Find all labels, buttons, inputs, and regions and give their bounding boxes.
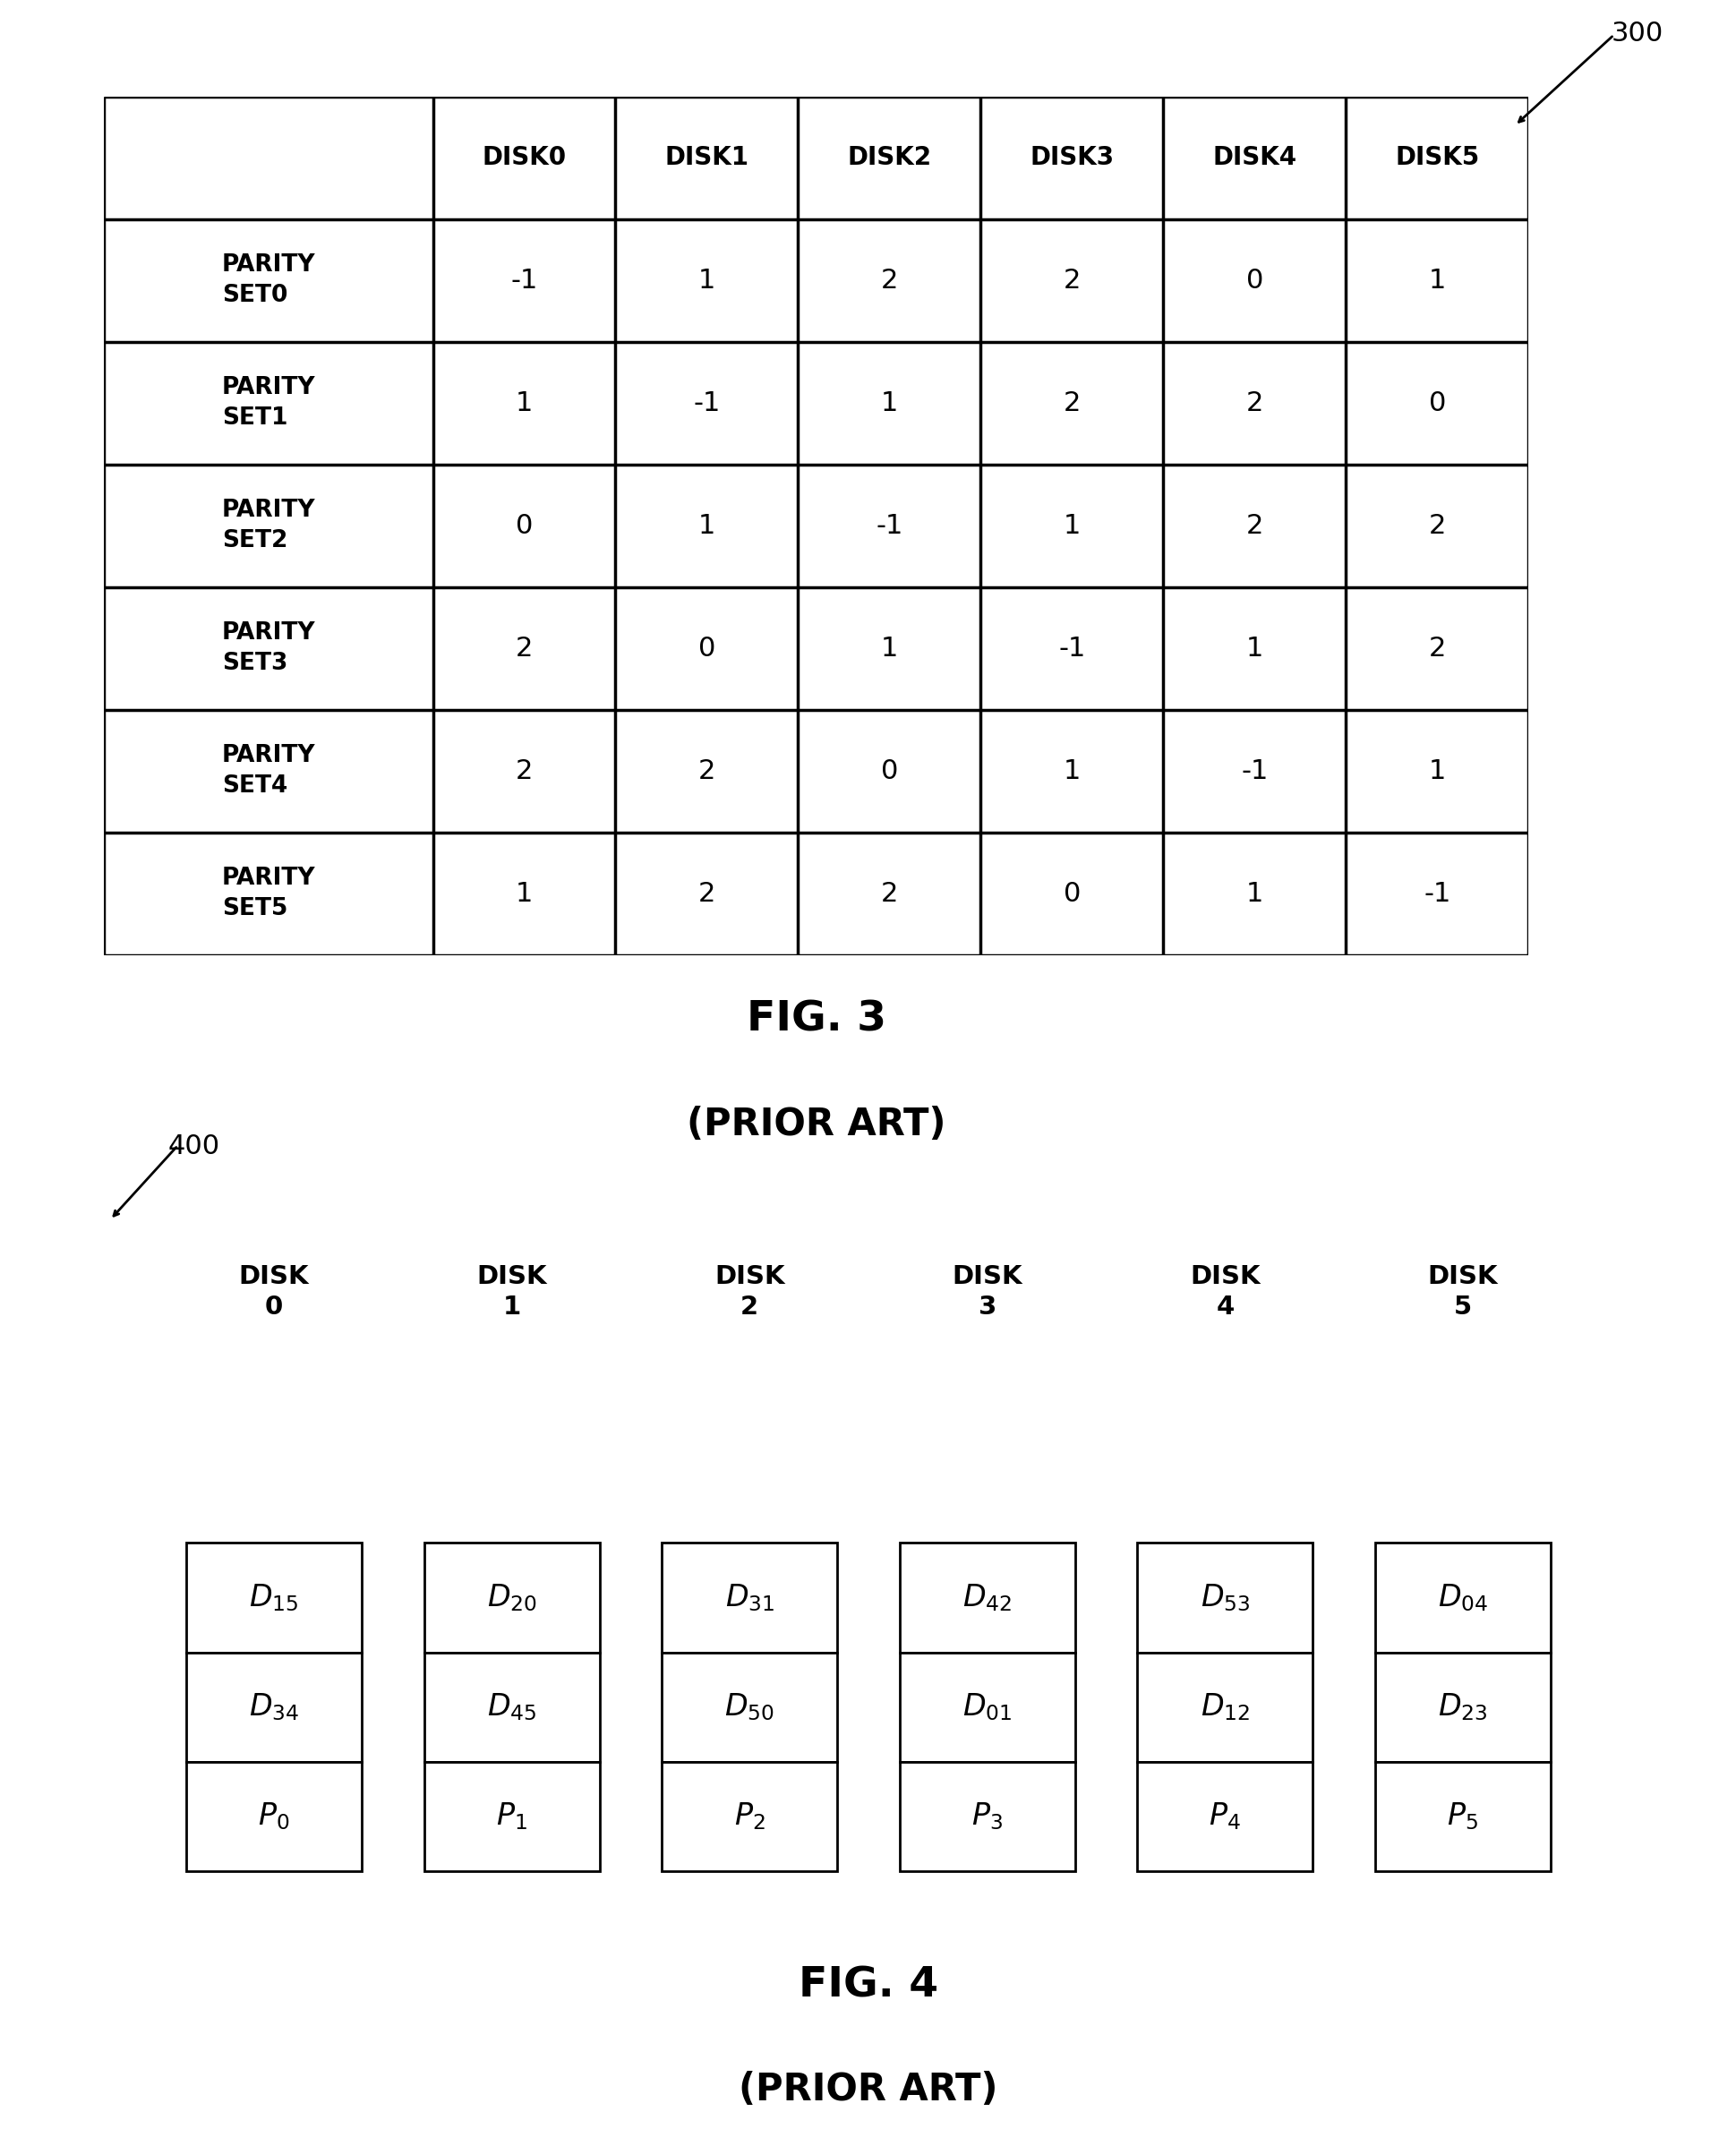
Text: 1: 1 (880, 391, 898, 416)
Text: PARITY
SET3: PARITY SET3 (222, 622, 316, 676)
Text: $D_{45}$: $D_{45}$ (486, 1691, 536, 1723)
Text: PARITY
SET2: PARITY SET2 (222, 498, 316, 554)
Text: -1: -1 (1240, 758, 1267, 783)
Text: 0: 0 (1427, 391, 1444, 416)
Bar (899, 1652, 1075, 1762)
Text: DISK
3: DISK 3 (951, 1264, 1023, 1320)
Text: 1: 1 (516, 391, 533, 416)
Text: 2: 2 (516, 635, 533, 661)
Bar (424, 1543, 599, 1652)
Text: 1: 1 (1245, 880, 1262, 906)
Text: 2: 2 (1427, 513, 1444, 539)
Text: PARITY
SET5: PARITY SET5 (222, 867, 316, 921)
Text: 2: 2 (516, 758, 533, 783)
Text: PARITY
SET4: PARITY SET4 (222, 745, 316, 798)
Text: $P_{4}$: $P_{4}$ (1208, 1800, 1241, 1833)
Text: $D_{34}$: $D_{34}$ (248, 1691, 299, 1723)
Text: DISK4: DISK4 (1212, 146, 1297, 170)
Bar (1375, 1762, 1550, 1871)
Text: (PRIOR ART): (PRIOR ART) (686, 1105, 946, 1144)
Bar (1375, 1652, 1550, 1762)
Bar (1137, 1652, 1312, 1762)
Text: $D_{50}$: $D_{50}$ (724, 1691, 774, 1723)
Text: -1: -1 (1057, 635, 1085, 661)
Text: 2: 2 (698, 880, 715, 906)
Text: 1: 1 (1427, 758, 1444, 783)
Text: 1: 1 (1062, 513, 1080, 539)
Text: 0: 0 (1245, 268, 1262, 294)
Text: 2: 2 (1427, 635, 1444, 661)
Bar (1137, 1543, 1312, 1652)
Text: $D_{42}$: $D_{42}$ (962, 1582, 1012, 1614)
Text: FIG. 4: FIG. 4 (799, 1966, 937, 2007)
Bar (186, 1762, 361, 1871)
Bar (899, 1543, 1075, 1652)
Text: $D_{20}$: $D_{20}$ (486, 1582, 536, 1614)
Text: -1: -1 (510, 268, 538, 294)
Text: PARITY
SET0: PARITY SET0 (222, 253, 316, 307)
Text: $P_{1}$: $P_{1}$ (496, 1800, 528, 1833)
Text: DISK
2: DISK 2 (713, 1264, 785, 1320)
Text: 0: 0 (516, 513, 533, 539)
Text: 1: 1 (516, 880, 533, 906)
Text: 1: 1 (1427, 268, 1444, 294)
Bar (1137, 1762, 1312, 1871)
Text: $D_{53}$: $D_{53}$ (1200, 1582, 1250, 1614)
Bar (661, 1762, 837, 1871)
Text: DISK
1: DISK 1 (476, 1264, 547, 1320)
Text: DISK
0: DISK 0 (240, 1264, 309, 1320)
Bar (424, 1762, 599, 1871)
Text: DISK5: DISK5 (1394, 146, 1479, 170)
Text: DISK1: DISK1 (665, 146, 748, 170)
Text: 1: 1 (1245, 635, 1262, 661)
Text: 1: 1 (698, 268, 715, 294)
Text: 2: 2 (880, 880, 898, 906)
Bar (1375, 1543, 1550, 1652)
Text: $D_{04}$: $D_{04}$ (1437, 1582, 1488, 1614)
Text: $P_{5}$: $P_{5}$ (1446, 1800, 1477, 1833)
Text: 1: 1 (880, 635, 898, 661)
Text: DISK
4: DISK 4 (1189, 1264, 1260, 1320)
Text: 300: 300 (1609, 21, 1663, 47)
Text: 2: 2 (880, 268, 898, 294)
Text: 2: 2 (1062, 268, 1080, 294)
Text: $D_{31}$: $D_{31}$ (724, 1582, 774, 1614)
Text: $P_{2}$: $P_{2}$ (734, 1800, 766, 1833)
Text: 0: 0 (880, 758, 898, 783)
Text: $D_{15}$: $D_{15}$ (250, 1582, 299, 1614)
Text: (PRIOR ART): (PRIOR ART) (738, 2071, 998, 2110)
Text: DISK2: DISK2 (847, 146, 930, 170)
Text: 2: 2 (1062, 391, 1080, 416)
Text: FIG. 3: FIG. 3 (746, 1000, 885, 1041)
Text: $D_{01}$: $D_{01}$ (962, 1691, 1012, 1723)
Text: -1: -1 (1424, 880, 1450, 906)
Bar (899, 1762, 1075, 1871)
Text: DISK3: DISK3 (1029, 146, 1113, 170)
Text: 0: 0 (698, 635, 715, 661)
Text: 1: 1 (698, 513, 715, 539)
Text: PARITY
SET1: PARITY SET1 (222, 376, 316, 429)
Text: $D_{12}$: $D_{12}$ (1200, 1691, 1250, 1723)
Text: 0: 0 (1062, 880, 1080, 906)
Bar (661, 1652, 837, 1762)
Text: DISK
5: DISK 5 (1427, 1264, 1496, 1320)
Bar (661, 1543, 837, 1652)
Text: 400: 400 (168, 1133, 219, 1159)
Bar (186, 1652, 361, 1762)
Bar (424, 1652, 599, 1762)
Text: 2: 2 (1245, 391, 1262, 416)
Text: 2: 2 (698, 758, 715, 783)
Text: $P_{3}$: $P_{3}$ (970, 1800, 1002, 1833)
Text: -1: -1 (875, 513, 903, 539)
Text: -1: -1 (693, 391, 720, 416)
Text: 1: 1 (1062, 758, 1080, 783)
Bar (186, 1543, 361, 1652)
Text: DISK0: DISK0 (483, 146, 566, 170)
Text: $P_{0}$: $P_{0}$ (259, 1800, 290, 1833)
Text: $D_{23}$: $D_{23}$ (1437, 1691, 1488, 1723)
Text: 2: 2 (1245, 513, 1262, 539)
